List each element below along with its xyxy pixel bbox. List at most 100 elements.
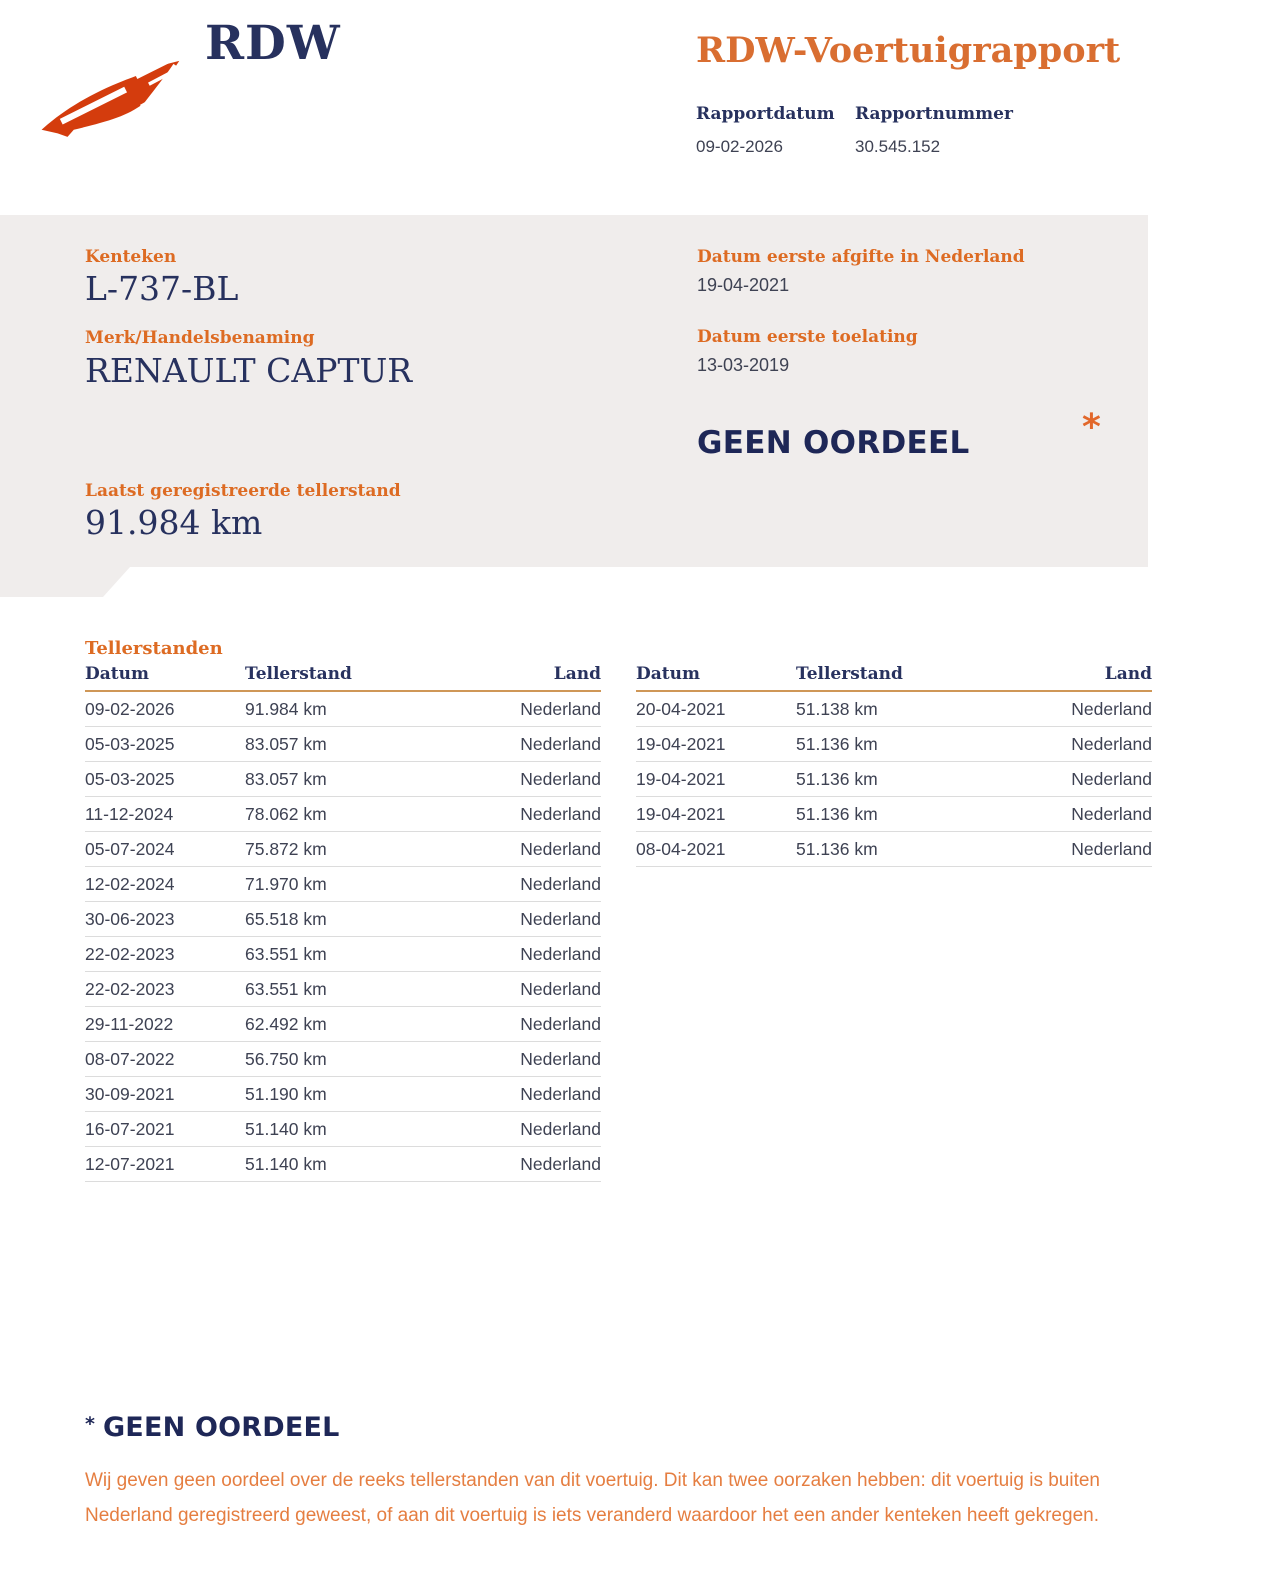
cell-land: Nederland — [460, 866, 601, 902]
cell-land: Nederland — [460, 831, 601, 867]
table-row: 19-04-2021 51.136 km Nederland — [636, 761, 1152, 797]
cell-land: Nederland — [1011, 761, 1152, 797]
cell-datum: 12-07-2021 — [85, 1146, 245, 1182]
cell-tellerstand: 75.872 km — [245, 831, 460, 867]
tellerstand-label: Laatst geregistreerde tellerstand — [85, 481, 401, 501]
cell-tellerstand: 51.136 km — [796, 761, 1011, 797]
cell-land: Nederland — [1011, 831, 1152, 867]
cell-datum: 19-04-2021 — [636, 761, 796, 797]
cell-tellerstand: 83.057 km — [245, 761, 460, 797]
verdict-asterisk: * — [1082, 407, 1101, 448]
odometer-table-left: Datum Tellerstand Land 09-02-2026 91.984 … — [85, 664, 601, 1182]
cell-datum: 30-06-2023 — [85, 901, 245, 937]
col-header-land: Land — [1011, 664, 1152, 692]
cell-land: Nederland — [460, 796, 601, 832]
table-header-row: Datum Tellerstand Land — [85, 664, 601, 692]
cell-datum: 22-02-2023 — [85, 971, 245, 1007]
table-row: 30-09-2021 51.190 km Nederland — [85, 1076, 601, 1112]
cell-tellerstand: 51.136 km — [796, 831, 1011, 867]
toelating-value: 13-03-2019 — [697, 355, 790, 375]
tellerstanden-section-title: Tellerstanden — [85, 638, 223, 659]
cell-tellerstand: 71.970 km — [245, 866, 460, 902]
footnote-section: * GEEN OORDEEL Wij geven geen oordeel ov… — [85, 1412, 1135, 1533]
report-number-label: Rapportnummer — [855, 104, 1013, 124]
table-row: 05-07-2024 75.872 km Nederland — [85, 831, 601, 867]
cell-land: Nederland — [1011, 726, 1152, 762]
footnote-asterisk: * — [85, 1413, 95, 1435]
col-header-land: Land — [460, 664, 601, 692]
footnote-text: Wij geven geen oordeel over de reeks tel… — [85, 1470, 1100, 1526]
cell-land: Nederland — [460, 1076, 601, 1112]
cell-datum: 29-11-2022 — [85, 1006, 245, 1042]
afgifte-label: Datum eerste afgifte in Nederland — [697, 247, 1025, 267]
col-header-tellerstand: Tellerstand — [796, 664, 1011, 692]
afgifte-value: 19-04-2021 — [697, 275, 790, 295]
table-row: 16-07-2021 51.140 km Nederland — [85, 1111, 601, 1147]
footnote-heading: * GEEN OORDEEL — [85, 1412, 1135, 1443]
cell-datum: 08-07-2022 — [85, 1041, 245, 1077]
cell-datum: 20-04-2021 — [636, 691, 796, 727]
report-date-label: Rapportdatum — [696, 104, 835, 124]
table-header-row: Datum Tellerstand Land — [636, 664, 1152, 692]
rdw-logo-icon — [38, 46, 190, 147]
cell-datum: 11-12-2024 — [85, 796, 245, 832]
table-row: 05-03-2025 83.057 km Nederland — [85, 761, 601, 797]
footnote-title: GEEN OORDEEL — [102, 1412, 340, 1443]
cell-land: Nederland — [460, 971, 601, 1007]
cell-tellerstand: 63.551 km — [245, 971, 460, 1007]
table-row: 22-02-2023 63.551 km Nederland — [85, 971, 601, 1007]
odometer-table-right: Datum Tellerstand Land 20-04-2021 51.138 … — [636, 664, 1152, 867]
col-header-tellerstand: Tellerstand — [245, 664, 460, 692]
cell-tellerstand: 51.140 km — [245, 1146, 460, 1182]
vehicle-summary-panel: Kenteken L-737-BL Merk/Handelsbenaming R… — [0, 215, 1148, 597]
cell-datum: 12-02-2024 — [85, 866, 245, 902]
toelating-label: Datum eerste toelating — [697, 327, 918, 347]
cell-datum: 19-04-2021 — [636, 726, 796, 762]
verdict-text: GEEN OORDEEL — [697, 425, 970, 461]
report-number-value: 30.545.152 — [855, 137, 941, 156]
cell-tellerstand: 51.140 km — [245, 1111, 460, 1147]
cell-land: Nederland — [1011, 691, 1152, 727]
cell-land: Nederland — [460, 726, 601, 762]
kenteken-value: L-737-BL — [85, 269, 239, 308]
cell-datum: 22-02-2023 — [85, 936, 245, 972]
table-row: 12-02-2024 71.970 km Nederland — [85, 866, 601, 902]
merk-value: RENAULT CAPTUR — [85, 351, 413, 390]
cell-tellerstand: 65.518 km — [245, 901, 460, 937]
table-row: 20-04-2021 51.138 km Nederland — [636, 691, 1152, 727]
cell-land: Nederland — [1011, 796, 1152, 832]
table-row: 30-06-2023 65.518 km Nederland — [85, 901, 601, 937]
cell-tellerstand: 51.136 km — [796, 796, 1011, 832]
cell-land: Nederland — [460, 691, 601, 727]
cell-land: Nederland — [460, 1111, 601, 1147]
cell-land: Nederland — [460, 1041, 601, 1077]
cell-datum: 16-07-2021 — [85, 1111, 245, 1147]
report-date-value: 09-02-2026 — [696, 137, 783, 156]
cell-land: Nederland — [460, 901, 601, 937]
cell-tellerstand: 51.136 km — [796, 726, 1011, 762]
cell-tellerstand: 51.190 km — [245, 1076, 460, 1112]
cell-tellerstand: 63.551 km — [245, 936, 460, 972]
cell-tellerstand: 78.062 km — [245, 796, 460, 832]
table-row: 19-04-2021 51.136 km Nederland — [636, 726, 1152, 762]
cell-datum: 08-04-2021 — [636, 831, 796, 867]
brand-wordmark: RDW — [205, 16, 341, 71]
cell-datum: 05-03-2025 — [85, 726, 245, 762]
cell-land: Nederland — [460, 936, 601, 972]
odometer-tables: Datum Tellerstand Land 09-02-2026 91.984 … — [85, 664, 1152, 1182]
col-header-datum: Datum — [85, 664, 245, 692]
cell-tellerstand: 91.984 km — [245, 691, 460, 727]
table-row: 12-07-2021 51.140 km Nederland — [85, 1146, 601, 1182]
cell-land: Nederland — [460, 761, 601, 797]
cell-tellerstand: 51.138 km — [796, 691, 1011, 727]
cell-land: Nederland — [460, 1006, 601, 1042]
table-row: 08-07-2022 56.750 km Nederland — [85, 1041, 601, 1077]
cell-datum: 19-04-2021 — [636, 796, 796, 832]
cell-datum: 05-07-2024 — [85, 831, 245, 867]
cell-datum: 09-02-2026 — [85, 691, 245, 727]
table-row: 08-04-2021 51.136 km Nederland — [636, 831, 1152, 867]
table-row: 09-02-2026 91.984 km Nederland — [85, 691, 601, 727]
cell-tellerstand: 56.750 km — [245, 1041, 460, 1077]
cell-tellerstand: 62.492 km — [245, 1006, 460, 1042]
